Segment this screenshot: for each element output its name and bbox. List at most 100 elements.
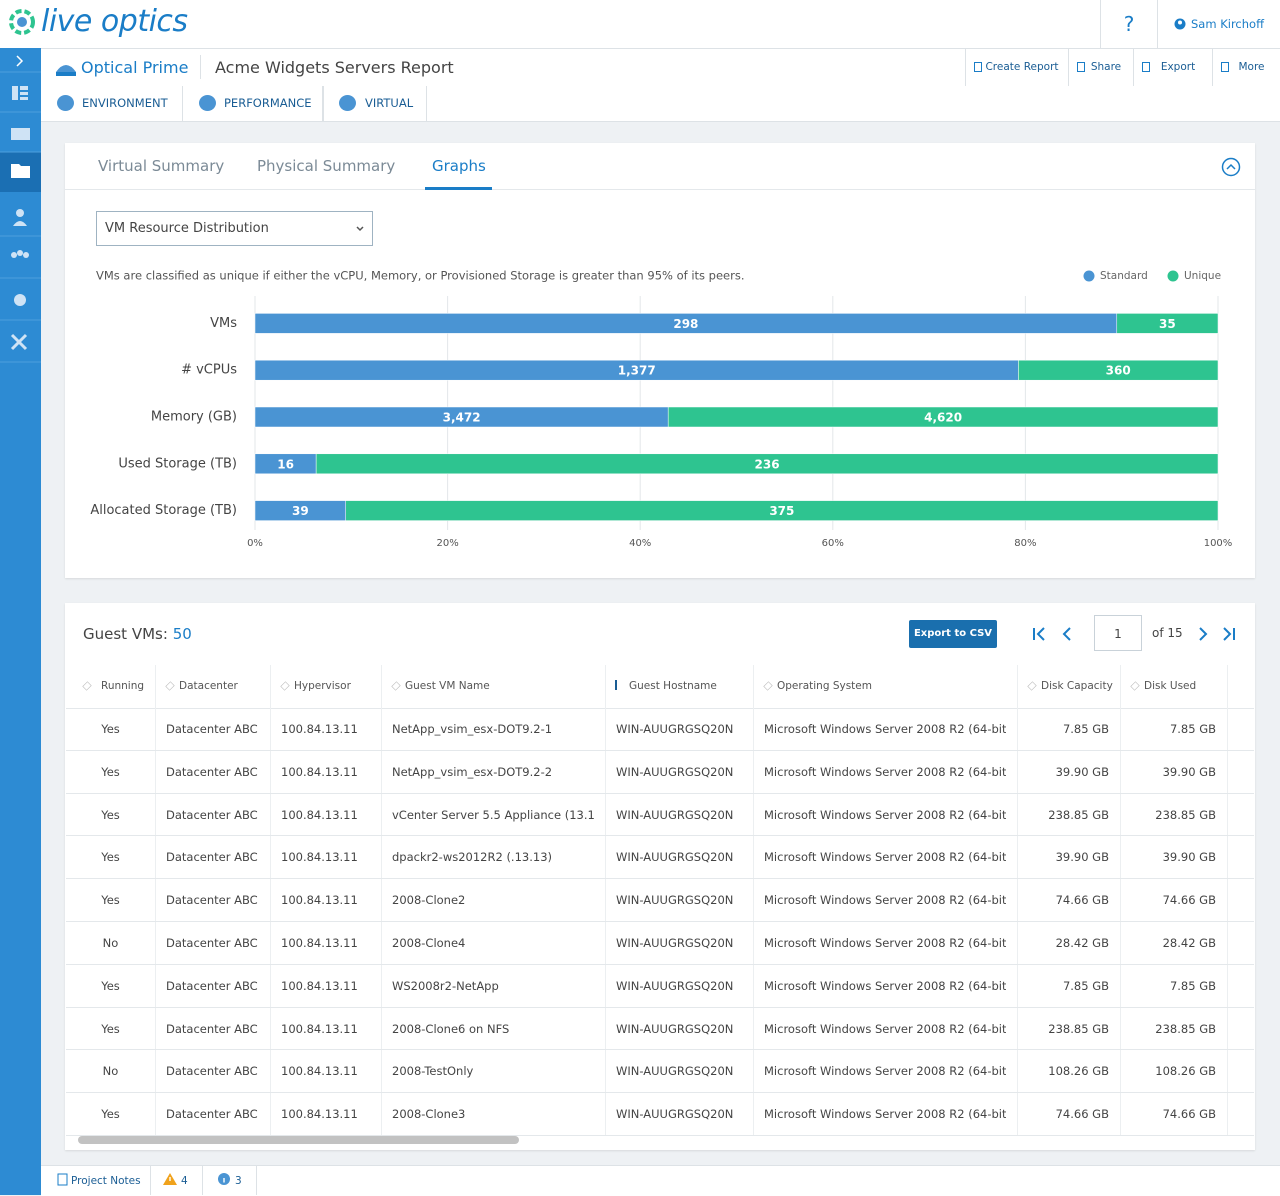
project-notes[interactable]: Project Notes xyxy=(71,1175,141,1187)
table-cell: Datacenter ABC xyxy=(166,978,258,993)
table-row xyxy=(66,965,1254,1008)
table-cell: WIN-AUUGRGSQ20N xyxy=(616,1064,734,1079)
tab[interactable]: PERFORMANCE xyxy=(183,86,323,121)
table-cell: 2008-Clone4 xyxy=(392,936,466,950)
table-cell: 100.84.13.11 xyxy=(281,807,358,822)
table-cell: Datacenter ABC xyxy=(166,722,258,736)
dropdown-value[interactable]: VM Resource Distribution xyxy=(105,221,269,236)
column-header[interactable]: Datacenter xyxy=(179,680,238,692)
sort-arrow xyxy=(615,680,617,690)
legend-label: Unique xyxy=(1184,270,1221,282)
table-cell: 2008-Clone6 on NFS xyxy=(392,1021,510,1036)
table-cell: WIN-AUUGRGSQ20N xyxy=(616,850,734,865)
help-button[interactable]: ? xyxy=(1100,0,1158,48)
warning-count[interactable]: 4 xyxy=(181,1175,188,1187)
page-input[interactable]: 1 xyxy=(1094,615,1142,651)
x-tick-label: 40% xyxy=(629,538,651,549)
pager-prev[interactable] xyxy=(1030,625,1090,643)
scrollbar-thumb[interactable] xyxy=(78,1136,519,1144)
table-cell: Datacenter ABC xyxy=(166,1064,258,1079)
tab-icon xyxy=(339,95,356,111)
table-row xyxy=(66,836,1254,880)
chart: VMs are classified as unique if either t… xyxy=(90,269,1233,550)
toolbar-action[interactable]: Export xyxy=(1133,49,1212,86)
pager-next[interactable] xyxy=(1196,625,1246,643)
action-icon xyxy=(1077,62,1085,72)
col-divider xyxy=(270,665,271,1135)
table-cell: Datacenter ABC xyxy=(166,893,258,908)
column-header[interactable]: Running xyxy=(101,680,145,692)
column-header[interactable]: Hypervisor xyxy=(294,680,351,692)
product-icon xyxy=(56,65,76,76)
collapse-button[interactable] xyxy=(1221,157,1241,177)
top-header xyxy=(0,0,1280,49)
table-cell: 100.84.13.11 xyxy=(281,893,358,908)
table-row xyxy=(66,922,1254,965)
column-header[interactable]: Disk Used xyxy=(1144,680,1197,692)
table-cell: 100.84.13.11 xyxy=(281,850,358,865)
logo[interactable]: live optics xyxy=(41,4,188,39)
dropdown-arrow xyxy=(356,226,364,232)
column-header[interactable]: Disk Capacity xyxy=(1041,680,1113,692)
footer-divider xyxy=(256,1165,257,1195)
col-divider xyxy=(381,665,382,1135)
bar-segment xyxy=(1018,359,1219,381)
table-cell: 7.85 GB xyxy=(1062,978,1109,993)
notes-icon xyxy=(57,1173,68,1186)
bar-segment xyxy=(345,500,1219,521)
table-cell: 238.85 GB xyxy=(1155,807,1216,822)
toolbar-action[interactable]: Share xyxy=(1068,49,1133,86)
table-cell: NetApp_vsim_esx-DOT9.2-1 xyxy=(392,722,553,736)
action-icon xyxy=(1221,62,1229,72)
table-cell: 2008-TestOnly xyxy=(392,1064,474,1079)
column-header[interactable]: Operating System xyxy=(777,680,872,692)
tab-bar xyxy=(41,86,1280,122)
col-divider xyxy=(605,665,606,1135)
table-row xyxy=(66,1008,1254,1051)
table-cell: No xyxy=(102,936,119,950)
table-cell: Datacenter ABC xyxy=(166,807,258,822)
y-tick-label: Memory (GB) xyxy=(151,410,237,425)
table-cell: 100.84.13.11 xyxy=(281,1107,358,1122)
product-name: Optical Prime xyxy=(81,58,189,77)
x-tick-label: 100% xyxy=(1204,538,1233,549)
value-label: 16 xyxy=(277,457,294,471)
table-cell: 100.84.13.11 xyxy=(281,1021,358,1036)
table-cell: 238.85 GB xyxy=(1048,1021,1109,1036)
table-cell: Microsoft Windows Server 2008 R2 (64-bit… xyxy=(764,893,1006,908)
table-cell: 7.85 GB xyxy=(1062,722,1109,736)
export-button[interactable]: Export to CSV xyxy=(909,620,997,648)
tab[interactable]: ENVIRONMENT xyxy=(41,86,183,121)
legend-swatch xyxy=(1167,270,1179,282)
table-cell: WIN-AUUGRGSQ20N xyxy=(616,893,734,908)
table-row xyxy=(66,1050,1254,1094)
column-header[interactable]: Guest Hostname xyxy=(629,680,717,692)
y-tick-label: Allocated Storage (TB) xyxy=(90,503,237,518)
col-divider xyxy=(1017,665,1018,1135)
dropdown[interactable] xyxy=(96,211,373,246)
table-cell: 28.42 GB xyxy=(1162,936,1216,950)
subtab[interactable]: Graphs xyxy=(432,157,486,175)
table-cell: WIN-AUUGRGSQ20N xyxy=(616,764,734,779)
value-label: 236 xyxy=(755,457,780,471)
action-icon xyxy=(1142,62,1150,72)
toolbar-action[interactable]: Create Report xyxy=(965,49,1068,86)
value-label: 4,620 xyxy=(924,411,962,425)
col-divider xyxy=(753,665,754,1135)
tab-icon xyxy=(199,95,216,111)
table-title: Guest VMs: 50 xyxy=(83,625,192,643)
legend-swatch xyxy=(1083,270,1095,282)
table-cell: Datacenter ABC xyxy=(166,850,258,865)
y-tick-label: # vCPUs xyxy=(181,363,237,378)
table-cell: 238.85 GB xyxy=(1155,1021,1216,1036)
info-count[interactable]: 3 xyxy=(235,1175,242,1187)
column-header[interactable]: Guest VM Name xyxy=(405,680,490,692)
toolbar-action[interactable]: More xyxy=(1212,49,1280,86)
subtab[interactable]: Physical Summary xyxy=(257,157,396,175)
subtab[interactable]: Virtual Summary xyxy=(98,157,225,175)
tab-icon xyxy=(57,95,74,111)
user-menu[interactable]: Sam Kirchoff xyxy=(1191,17,1264,31)
table-cell: WS2008r2-NetApp xyxy=(392,978,499,993)
table-cell: Microsoft Windows Server 2008 R2 (64-bit… xyxy=(764,1064,1006,1079)
table-cell: 74.66 GB xyxy=(1162,1107,1216,1122)
